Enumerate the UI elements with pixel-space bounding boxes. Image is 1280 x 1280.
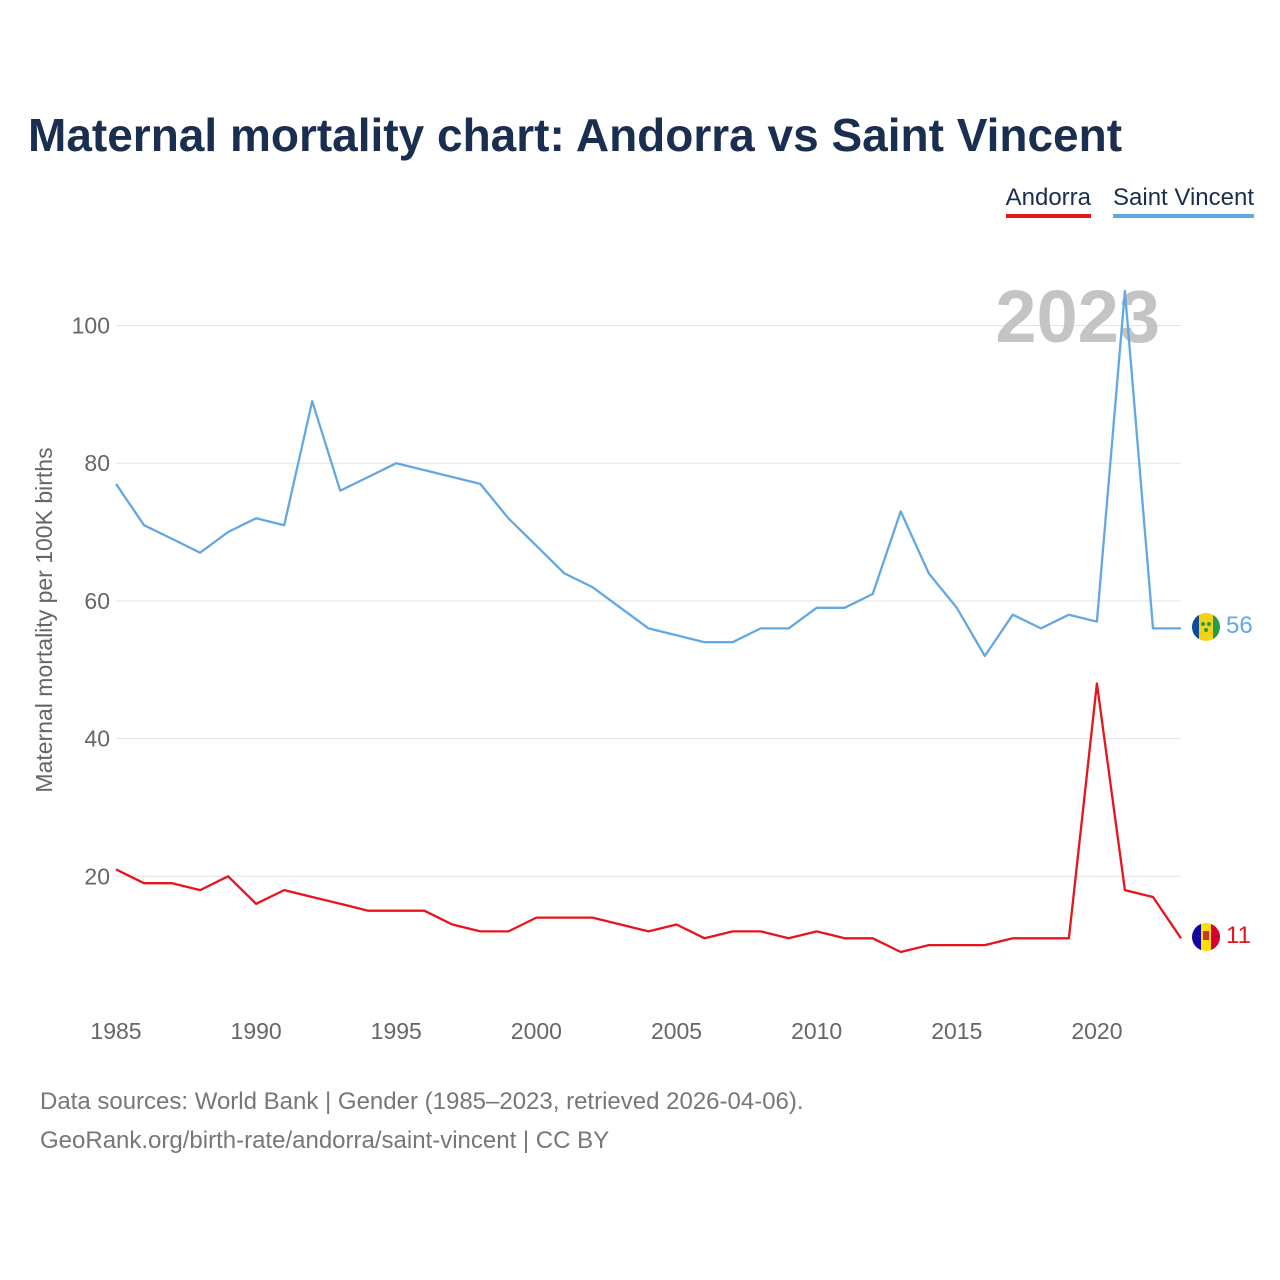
saint-vincent-flag-icon — [1192, 613, 1220, 641]
x-tick-label: 2005 — [651, 1018, 702, 1044]
x-axis-ticks: 1985 1990 1995 2000 2005 2010 2015 2020 — [90, 1018, 1122, 1044]
x-tick-label: 1995 — [371, 1018, 422, 1044]
chart-title: Maternal mortality chart: Andorra vs Sai… — [28, 109, 1123, 161]
x-tick-label: 1990 — [231, 1018, 282, 1044]
year-watermark: 2023 — [995, 275, 1160, 358]
x-tick-label: 2010 — [791, 1018, 842, 1044]
legend-item-andorra[interactable]: Andorra — [1005, 184, 1091, 218]
legend-item-saint-vincent[interactable]: Saint Vincent — [1113, 184, 1254, 218]
source-line-2[interactable]: GeoRank.org/birth-rate/andorra/saint-vin… — [40, 1127, 610, 1154]
series-line-saint-vincent[interactable] — [115, 289, 1181, 658]
x-tick-label: 1985 — [90, 1018, 141, 1044]
y-tick-label: 40 — [84, 726, 110, 752]
y-tick-label: 80 — [84, 450, 110, 476]
y-tick-label: 60 — [84, 588, 110, 614]
end-label-saint-vincent: 56 — [1226, 612, 1253, 639]
series-lines — [115, 289, 1182, 954]
andorra-flag-icon — [1192, 923, 1220, 951]
y-axis-label: Maternal mortality per 100K births — [31, 447, 57, 792]
series-line-andorra[interactable] — [115, 682, 1182, 954]
legend: Andorra Saint Vincent — [1005, 184, 1254, 218]
gridlines — [116, 325, 1181, 877]
source-line-1: Data sources: World Bank | Gender (1985–… — [40, 1088, 804, 1115]
x-tick-label: 2015 — [931, 1018, 982, 1044]
x-tick-label: 2020 — [1071, 1018, 1122, 1044]
y-tick-label: 20 — [84, 863, 110, 889]
x-tick-label: 2000 — [511, 1018, 562, 1044]
y-tick-label: 100 — [72, 313, 110, 339]
end-label-andorra: 11 — [1226, 922, 1251, 949]
y-axis-ticks: 20 40 60 80 100 — [72, 313, 110, 890]
